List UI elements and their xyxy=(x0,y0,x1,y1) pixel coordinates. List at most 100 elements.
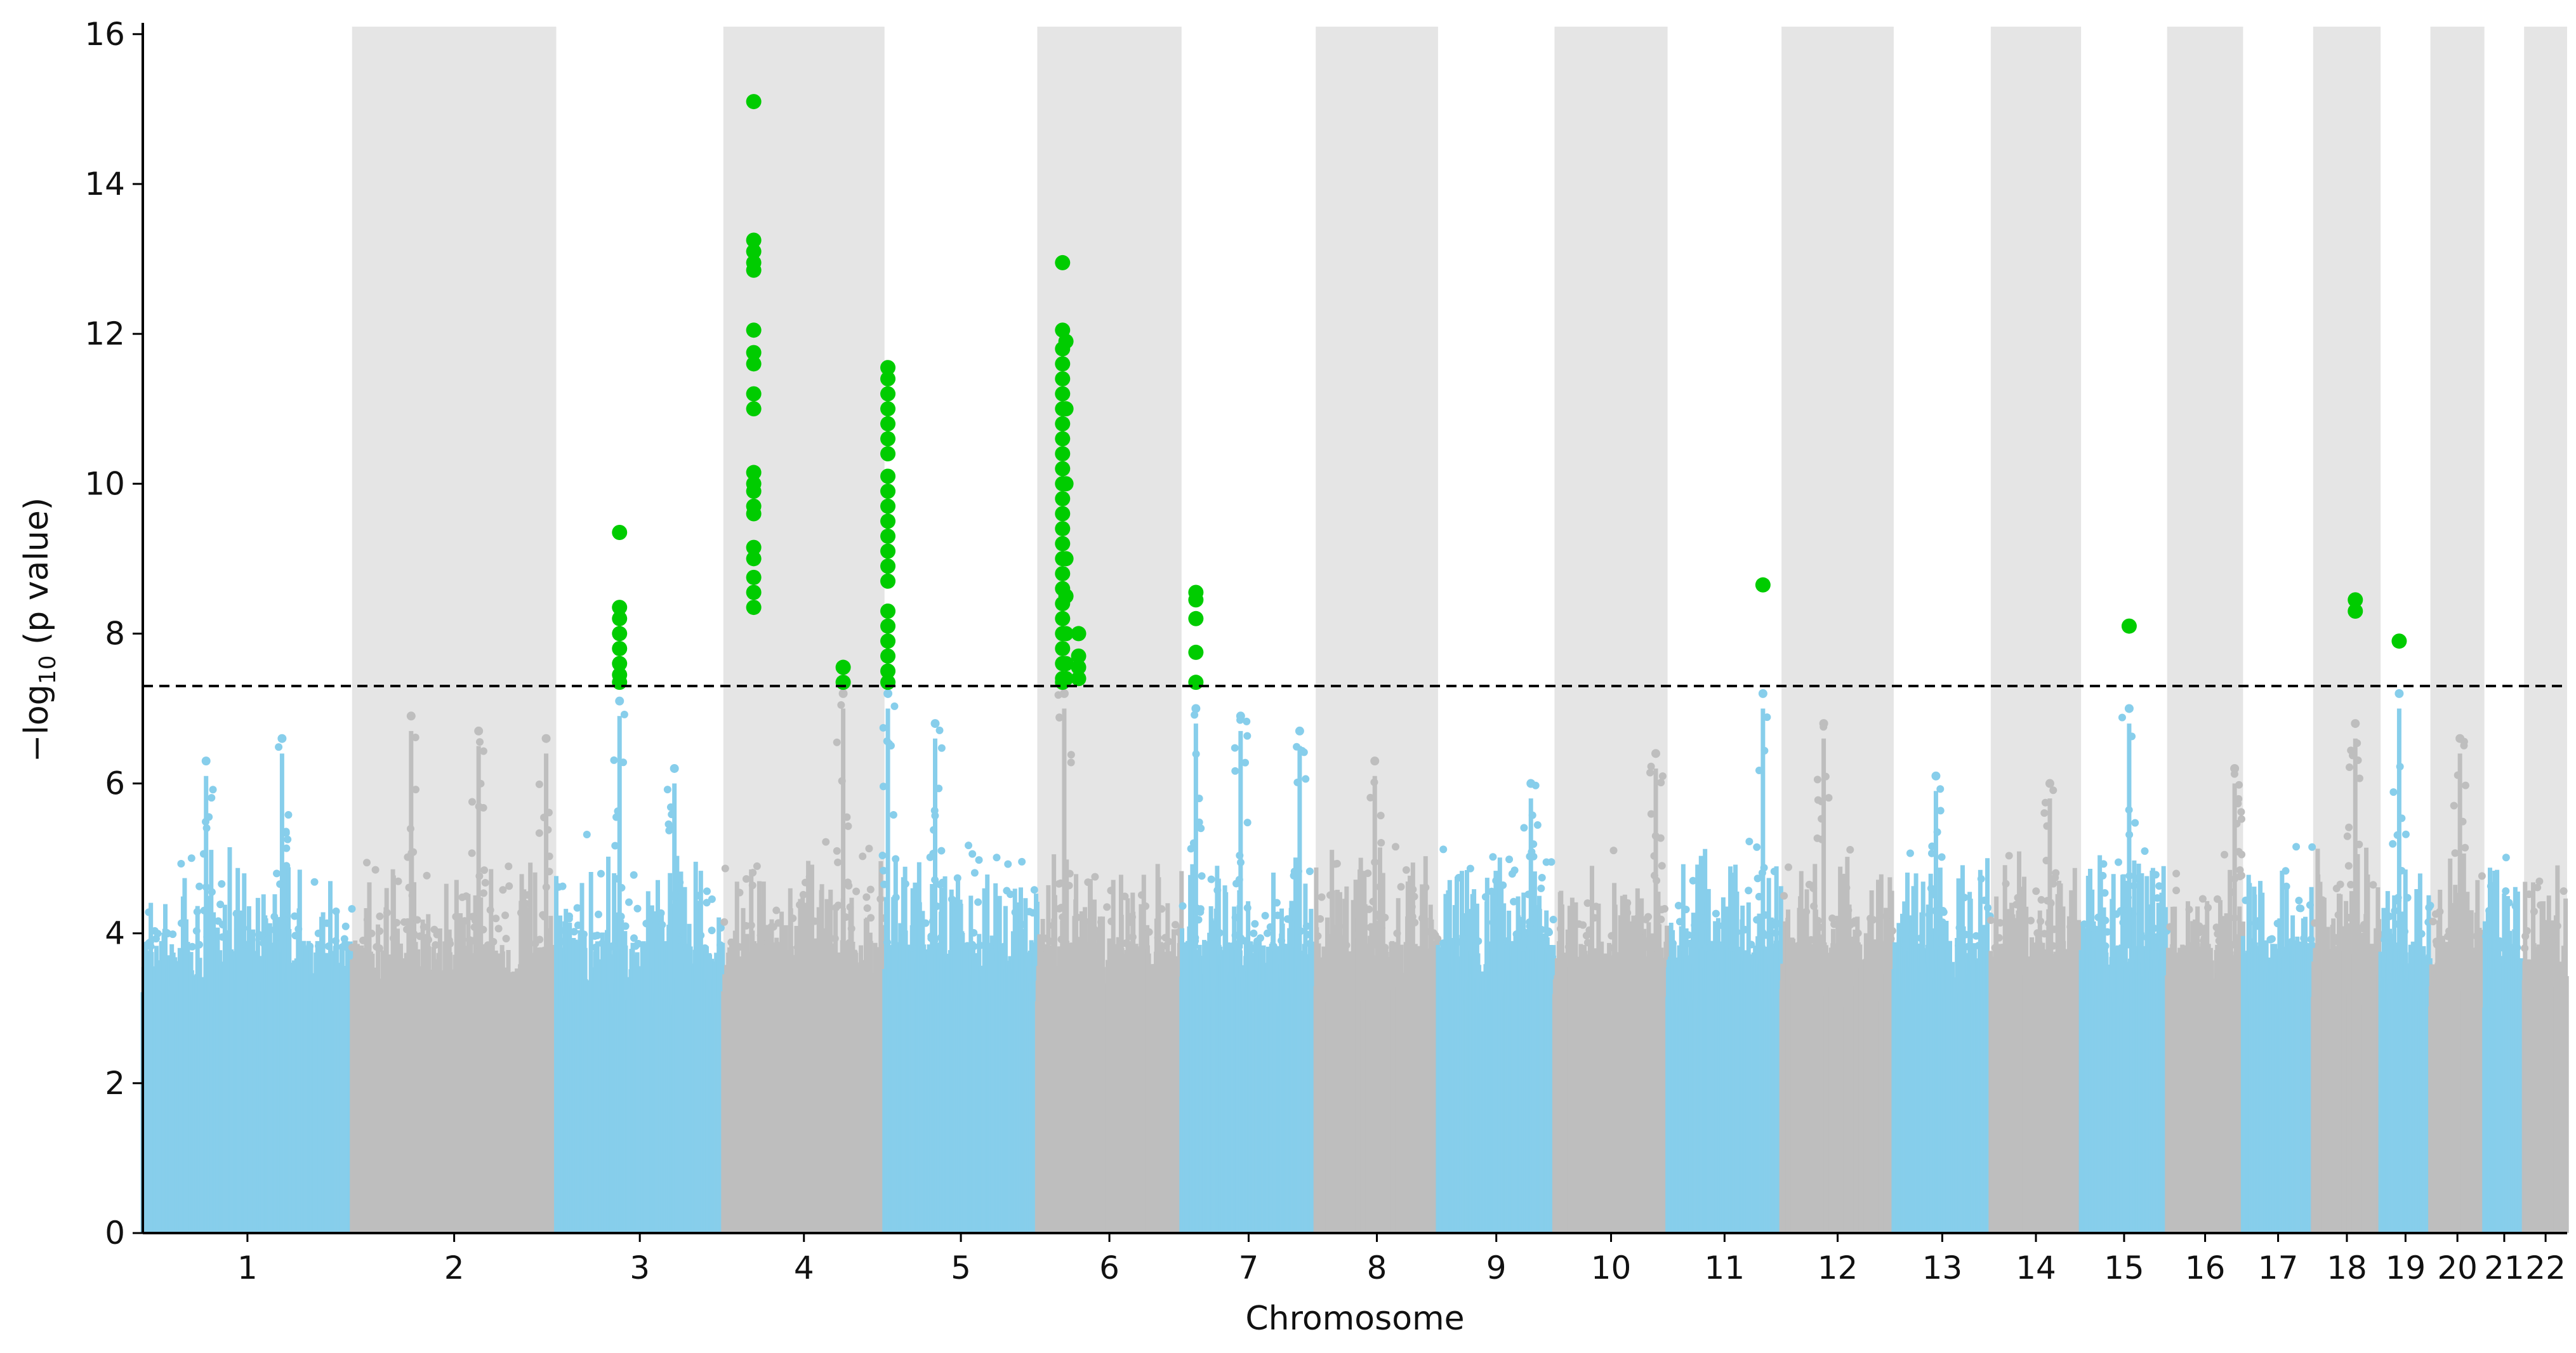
snp-point xyxy=(145,908,153,916)
snp-point xyxy=(2150,924,2158,932)
snp-point xyxy=(499,886,507,894)
snp-point xyxy=(1018,857,1026,866)
snp-point xyxy=(859,852,867,861)
snp-point xyxy=(314,929,322,937)
snp-point xyxy=(573,904,581,912)
snp-point xyxy=(1770,868,1778,876)
snp-point xyxy=(182,941,190,949)
snp-point xyxy=(1418,914,1427,922)
snp-point xyxy=(348,905,356,913)
snp-point xyxy=(193,908,201,916)
snp-point xyxy=(1836,923,1844,931)
snp-point xyxy=(1582,932,1590,940)
snp-point xyxy=(2460,902,2469,911)
snp-point xyxy=(1846,846,1854,854)
snp-point xyxy=(968,850,977,858)
snp-point xyxy=(1583,899,1592,908)
snp-point xyxy=(1408,913,1417,921)
snp-point xyxy=(1026,908,1034,916)
snp-point xyxy=(531,939,539,947)
snp-point xyxy=(1353,931,1361,939)
snp-point xyxy=(1251,920,1259,928)
snp-point xyxy=(1557,925,1565,933)
snp-point xyxy=(1499,881,1507,889)
snp-point xyxy=(143,940,152,949)
snp-point xyxy=(1049,921,1057,930)
snp-point xyxy=(845,939,854,947)
snp-point xyxy=(1145,928,1153,936)
snp-point xyxy=(1984,904,1992,912)
snp-point xyxy=(2185,906,2193,914)
snp-point xyxy=(1406,937,1415,946)
snp-point xyxy=(2292,843,2301,851)
snp-point xyxy=(1682,906,1690,914)
snp-point xyxy=(2172,887,2181,895)
snp-point xyxy=(2091,939,2099,947)
snp-point xyxy=(570,928,578,936)
snp-point xyxy=(1842,883,1851,892)
snp-point xyxy=(294,925,303,934)
snp-point xyxy=(2295,942,2304,951)
snp-point xyxy=(480,866,489,874)
snp-point xyxy=(264,935,272,943)
snp-point xyxy=(2212,923,2221,932)
snp-point xyxy=(1689,876,1697,885)
snp-point xyxy=(949,934,958,942)
snp-point xyxy=(1675,918,1684,926)
snp-point xyxy=(1844,906,1853,914)
snp-point xyxy=(315,942,323,950)
snp-point xyxy=(2035,939,2043,947)
snp-point xyxy=(1393,929,1401,937)
snp-point xyxy=(1376,883,1384,891)
snp-point xyxy=(468,913,477,921)
snp-point xyxy=(736,888,744,897)
snp-point xyxy=(1694,942,1703,950)
snp-point xyxy=(1492,876,1500,885)
snp-point xyxy=(1539,940,1547,949)
snp-point xyxy=(1810,936,1818,944)
snp-point xyxy=(1835,917,1844,925)
snp-point xyxy=(1439,939,1448,947)
snp-point xyxy=(1840,873,1848,881)
snp-point xyxy=(2295,897,2303,905)
snp-point xyxy=(1995,934,2003,942)
snp-point xyxy=(1207,875,1215,883)
snp-point xyxy=(1466,864,1474,873)
snp-point xyxy=(1107,917,1116,925)
snp-point xyxy=(433,930,441,939)
snp-point xyxy=(1081,917,1089,925)
snp-point xyxy=(1991,944,1999,952)
snp-point xyxy=(1331,860,1340,868)
snp-point xyxy=(2386,933,2394,941)
snp-point xyxy=(631,942,640,950)
snp-point xyxy=(371,866,380,874)
snp-point xyxy=(394,877,402,885)
snp-point xyxy=(1007,890,1015,899)
snp-point xyxy=(2089,924,2097,932)
snp-point xyxy=(254,930,263,939)
snp-point xyxy=(1097,918,1105,926)
snp-point xyxy=(2320,942,2328,950)
snp-point xyxy=(234,925,242,934)
snp-point xyxy=(1423,928,1431,936)
snp-point xyxy=(703,887,711,895)
snp-point xyxy=(847,925,855,933)
snp-point xyxy=(195,940,203,949)
snp-point xyxy=(248,935,256,944)
snp-point xyxy=(1408,902,1416,911)
snp-point xyxy=(1906,849,1914,857)
snp-point xyxy=(383,909,391,917)
snp-point xyxy=(1121,892,1129,901)
snp-point xyxy=(1850,919,1858,927)
snp-point xyxy=(1091,873,1099,881)
snp-point xyxy=(1518,939,1526,947)
snp-point xyxy=(948,895,956,904)
snp-point xyxy=(558,882,567,890)
snp-point xyxy=(2200,925,2209,933)
snp-point xyxy=(1583,939,1592,947)
snp-point xyxy=(1564,943,1573,951)
snp-point xyxy=(1623,909,1632,917)
snp-point xyxy=(2070,939,2078,947)
snp-point xyxy=(2273,920,2282,928)
snp-point xyxy=(1503,937,1511,945)
